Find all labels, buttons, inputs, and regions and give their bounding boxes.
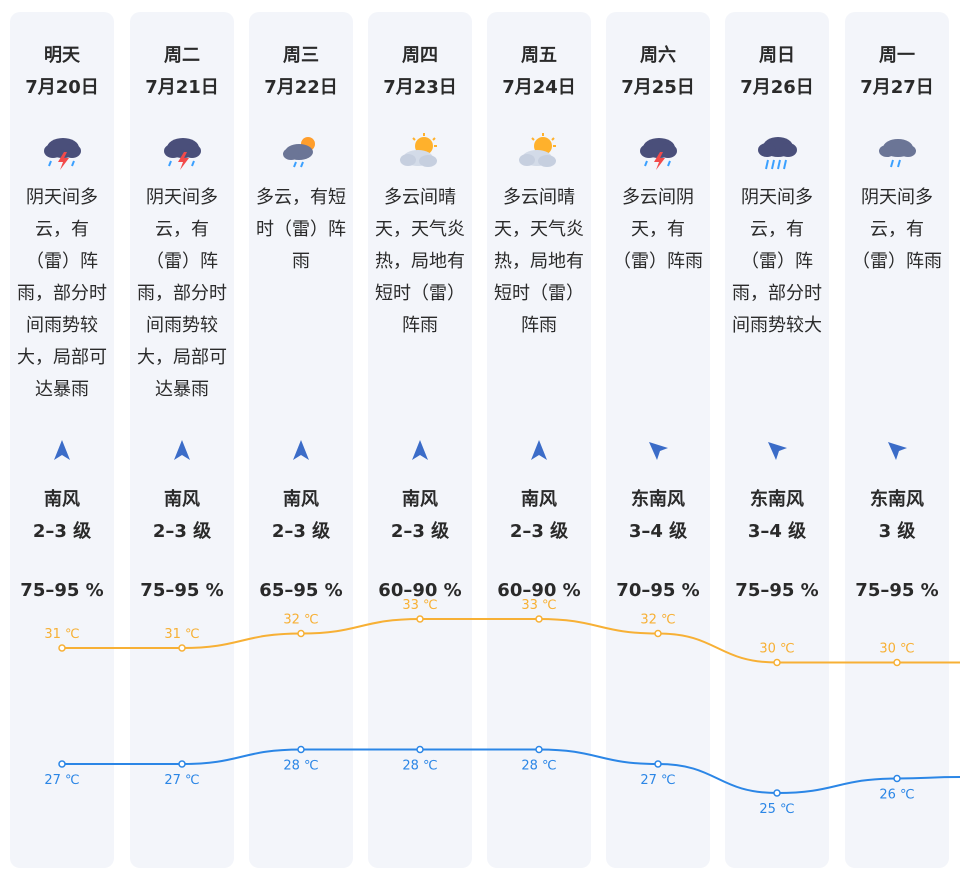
- rain-cloud-icon: [874, 132, 920, 172]
- wind-level: 2–3 级: [32, 521, 92, 542]
- high-temp-point: [535, 615, 543, 623]
- low-temp-label: 28 ℃: [402, 759, 437, 774]
- high-temp-point: [297, 629, 305, 638]
- wind-level: 3 级: [878, 521, 916, 542]
- day-label: 周六: [640, 45, 676, 66]
- wind-direction-icon: [408, 438, 432, 464]
- low-temp-point: [893, 774, 901, 783]
- high-temp-label: 30 ℃: [759, 642, 794, 657]
- day-label: 周四: [402, 45, 438, 66]
- date-label: 7月20日: [25, 77, 99, 98]
- cloudy-sun-shower-icon: [278, 132, 324, 172]
- weather-description: 多云间阴 天，有 （雷）阵雨: [613, 187, 703, 272]
- humidity: 75–95 %: [140, 580, 224, 601]
- day-label: 明天: [44, 45, 80, 66]
- partly-sunny-icon: [516, 132, 562, 172]
- wind-direction-icon: [646, 438, 670, 464]
- low-temp-point: [297, 745, 305, 754]
- date-label: 7月24日: [502, 77, 576, 98]
- weather-description: 阴天间多 云，有 （雷）阵 雨，部分时 间雨势较 大，局部可 达暴雨: [137, 187, 227, 400]
- heavy-rain-icon: [754, 132, 800, 172]
- wind-direction: 南风: [283, 489, 319, 510]
- humidity: 65–95 %: [259, 580, 343, 601]
- day-label: 周二: [164, 45, 200, 66]
- date-label: 7月22日: [264, 77, 338, 98]
- high-temp-label: 33 ℃: [402, 598, 437, 613]
- partly-sunny-icon: [397, 132, 443, 172]
- wind-level: 2–3 级: [152, 521, 212, 542]
- day-label: 周日: [759, 45, 795, 66]
- wind-direction-icon: [50, 438, 74, 464]
- humidity: 60–90 %: [378, 580, 462, 601]
- date-label: 7月27日: [860, 77, 934, 98]
- wind-direction-icon: [527, 438, 551, 464]
- thunderstorm-icon: [159, 132, 205, 172]
- humidity: 70–95 %: [616, 580, 700, 601]
- low-temp-label: 27 ℃: [640, 773, 675, 788]
- humidity: 75–95 %: [20, 580, 104, 601]
- wind-level: 2–3 级: [509, 521, 569, 542]
- wind-direction: 东南风: [631, 489, 685, 510]
- high-temp-label: 31 ℃: [164, 627, 199, 642]
- date-label: 7月25日: [621, 77, 695, 98]
- wind-direction: 东南风: [870, 489, 924, 510]
- humidity: 75–95 %: [735, 580, 819, 601]
- weather-description: 阴天间多 云，有 （雷）阵雨: [852, 187, 942, 272]
- high-temp-label: 33 ℃: [521, 598, 556, 613]
- day-label: 周五: [521, 45, 557, 66]
- wind-level: 3–4 级: [747, 521, 807, 542]
- high-temp-point: [654, 629, 662, 638]
- low-temp-label: 27 ℃: [164, 773, 199, 788]
- weather-description: 阴天间多 云，有 （雷）阵 雨，部分时 间雨势较大: [732, 187, 822, 336]
- low-temp-label: 28 ℃: [283, 759, 318, 774]
- day-label: 周一: [879, 45, 915, 66]
- date-label: 7月21日: [145, 77, 219, 98]
- wind-direction: 南风: [402, 489, 438, 510]
- low-temp-label: 28 ℃: [521, 759, 556, 774]
- high-temp-point: [416, 615, 424, 623]
- low-temp-point: [535, 745, 543, 754]
- wind-level: 3–4 级: [628, 521, 688, 542]
- high-temp-label: 32 ℃: [283, 613, 318, 628]
- wind-direction-icon: [170, 438, 194, 464]
- high-temp-label: 31 ℃: [44, 627, 79, 642]
- low-temp-point: [58, 760, 66, 768]
- humidity: 75–95 %: [855, 580, 939, 601]
- wind-direction-icon: [289, 438, 313, 464]
- wind-direction-icon: [765, 438, 789, 464]
- low-temp-point: [773, 789, 781, 797]
- wind-direction: 东南风: [750, 489, 804, 510]
- weather-description: 阴天间多 云，有 （雷）阵 雨，部分时 间雨势较 大，局部可 达暴雨: [17, 187, 107, 400]
- wind-direction: 南风: [521, 489, 557, 510]
- date-label: 7月23日: [383, 77, 457, 98]
- day-label: 周三: [283, 45, 319, 66]
- wind-direction: 南风: [44, 489, 80, 510]
- weather-description: 多云间晴 天，天气炎 热，局地有 短时（雷） 阵雨: [375, 187, 465, 336]
- low-temp-point: [178, 760, 186, 768]
- thunderstorm-icon: [635, 132, 681, 172]
- low-temp-label: 26 ℃: [879, 788, 914, 803]
- wind-direction-icon: [885, 438, 909, 464]
- humidity: 60–90 %: [497, 580, 581, 601]
- thunderstorm-icon: [39, 132, 85, 172]
- wind-level: 2–3 级: [390, 521, 450, 542]
- high-temp-point: [893, 658, 901, 667]
- wind-direction: 南风: [164, 489, 200, 510]
- weather-description: 多云间晴 天，天气炎 热，局地有 短时（雷） 阵雨: [494, 187, 584, 336]
- wind-level: 2–3 级: [271, 521, 331, 542]
- weather-description: 多云，有短 时（雷）阵 雨: [256, 187, 346, 272]
- low-temp-label: 25 ℃: [759, 802, 794, 817]
- low-temp-point: [416, 745, 424, 754]
- low-temp-point: [654, 760, 662, 768]
- high-temp-label: 32 ℃: [640, 613, 675, 628]
- date-label: 7月26日: [740, 77, 814, 98]
- high-temp-label: 30 ℃: [879, 642, 914, 657]
- high-temp-point: [773, 658, 781, 667]
- high-temp-point: [58, 644, 66, 652]
- high-temp-point: [178, 644, 186, 652]
- low-temp-label: 27 ℃: [44, 773, 79, 788]
